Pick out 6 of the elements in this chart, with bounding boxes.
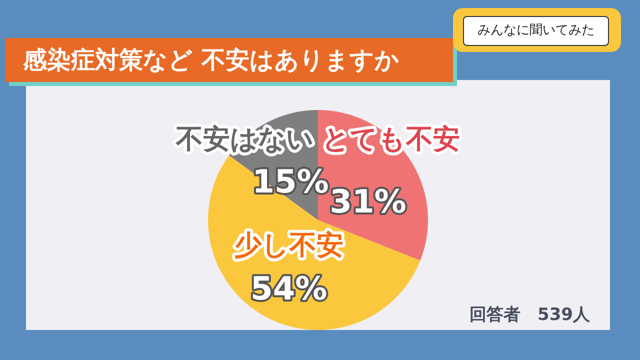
data-label: 54% [250, 269, 328, 308]
data-label: 31% [330, 182, 406, 220]
chart-title: 感染症対策など 不安はありますか [5, 38, 453, 82]
text: みんなに聞いてみた [463, 16, 609, 46]
slice-label: 少し不安 [234, 230, 344, 262]
text: 回答者 539人 [470, 304, 590, 326]
